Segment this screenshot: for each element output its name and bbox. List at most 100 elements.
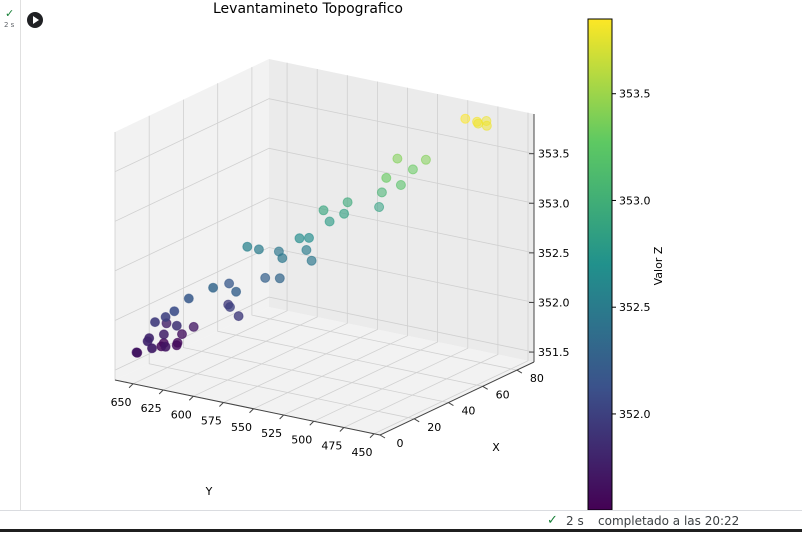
scatter-point	[472, 116, 483, 127]
y-tick	[128, 383, 134, 389]
x-tick	[413, 418, 420, 423]
scatter-point	[420, 154, 431, 165]
scatter-point	[131, 347, 142, 358]
z-tick-label: 353.5	[538, 148, 570, 161]
colorbar	[587, 18, 613, 510]
y-tick-label: 650	[111, 396, 132, 409]
scatter-point	[324, 216, 335, 227]
colorbar-tick-label: 352.5	[619, 301, 651, 314]
check-icon: ✓	[547, 513, 558, 528]
scatter-point	[158, 329, 169, 340]
scatter-point	[171, 320, 182, 331]
grid-line	[283, 94, 439, 416]
y-tick	[279, 414, 284, 420]
y-tick-label: 475	[321, 440, 342, 453]
y-tick-label: 575	[201, 415, 222, 428]
colorbar-tick-label: 353.5	[619, 88, 651, 101]
scatter-point	[224, 278, 235, 289]
scatter-point	[392, 153, 403, 164]
scatter-point	[274, 273, 285, 284]
z-tick-label: 351.5	[538, 346, 570, 359]
scatter-point	[294, 233, 305, 244]
y-tick	[188, 395, 194, 401]
status-time: 2 s	[566, 514, 584, 528]
scatter-point	[147, 343, 157, 354]
scatter-points	[131, 113, 492, 358]
scatter-point	[253, 244, 264, 255]
y-tick	[369, 433, 375, 439]
scatter-point	[242, 241, 253, 252]
z-tick-label: 353.0	[538, 197, 570, 210]
y-tick	[219, 402, 224, 407]
scatter-point	[306, 255, 317, 266]
scatter-point	[374, 202, 385, 212]
scatter-point	[225, 302, 235, 312]
scatter-point	[171, 340, 182, 351]
scatter-point	[381, 172, 392, 183]
scatter-point	[407, 164, 418, 175]
scatter-point	[301, 245, 312, 255]
scatter-point	[150, 317, 160, 328]
y-tick-label: 525	[261, 427, 282, 440]
grid-line	[343, 106, 499, 428]
grid-line	[132, 62, 288, 385]
z-tick-label: 352.5	[538, 247, 570, 260]
bottom-strip	[0, 529, 802, 532]
x-tick-label: 0	[397, 437, 404, 450]
y-tick-label: 450	[351, 446, 372, 459]
scatter-point	[183, 293, 194, 304]
scatter-point	[160, 341, 171, 352]
axes-grid	[114, 62, 535, 436]
x-tick	[379, 434, 386, 439]
check-icon: ✓	[5, 7, 15, 20]
cell-gutter: ✓ 2 s	[0, 0, 21, 510]
topographic-scatter-chart: Levantamineto Topografico 450 475 500 525 55…	[111, 1, 665, 510]
colorbar-tick-label: 352.0	[619, 408, 651, 421]
grid-line	[114, 197, 535, 272]
y-tick-label: 600	[171, 408, 192, 421]
z-tick-label: 352.0	[538, 296, 570, 309]
axes-ticks: 450 475 500 525 550 575 600 625 650 0 20 40 60 80 351.…	[111, 148, 570, 459]
grid-line	[313, 100, 469, 422]
left-pane	[115, 59, 269, 380]
scatter-point	[177, 329, 187, 340]
scatter-point	[339, 208, 350, 219]
x-tick	[482, 385, 488, 390]
scatter-point	[231, 286, 242, 297]
grid-line	[148, 115, 415, 420]
scatter-point	[188, 321, 199, 332]
y-axis-line	[114, 379, 381, 436]
scatter-point	[376, 187, 387, 198]
axes-lines	[114, 114, 535, 436]
run-cell-button[interactable]	[27, 12, 43, 28]
grid-line	[193, 75, 348, 397]
x-tick-label: 80	[530, 372, 544, 385]
scatter-point	[208, 282, 219, 293]
scatter-point	[142, 336, 153, 347]
grid-line	[251, 67, 517, 371]
grid-line	[114, 147, 535, 222]
chart-title: Levantamineto Topografico	[213, 1, 403, 17]
scatter-point	[233, 311, 244, 322]
floor-pane	[115, 307, 534, 435]
y-tick	[249, 408, 254, 414]
scatter-point	[160, 312, 171, 322]
y-axis-label: Y	[205, 485, 213, 498]
y-tick-label: 625	[141, 402, 162, 415]
grid-line	[223, 81, 378, 403]
grid-line	[163, 69, 318, 391]
scatter-point	[342, 197, 353, 208]
grid-line	[217, 83, 483, 387]
exec-time: 2 s	[4, 21, 15, 29]
grid-line	[373, 112, 529, 435]
colorbar-label: Valor Z	[652, 246, 665, 285]
scatter-point	[277, 253, 288, 264]
y-tick-label: 500	[291, 433, 312, 446]
scatter-point	[481, 120, 492, 131]
scatter-point	[260, 272, 271, 283]
x-tick-label: 20	[427, 421, 441, 434]
grid-line	[253, 87, 408, 410]
grid-line	[182, 99, 449, 403]
colorbar-ticks: 352.0 352.5 353.0 353.5	[612, 88, 651, 421]
scatter-point	[169, 306, 180, 317]
